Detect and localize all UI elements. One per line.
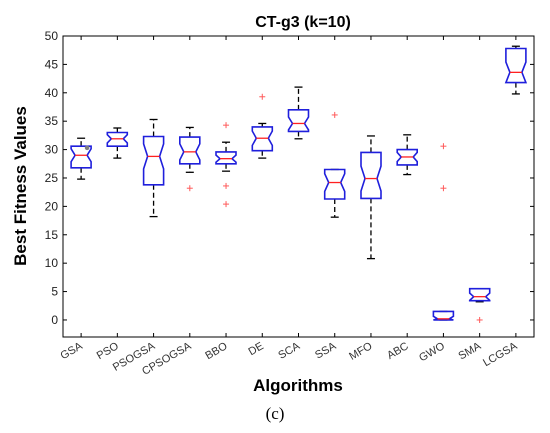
box-body <box>179 136 201 165</box>
box-abc <box>396 134 419 176</box>
x-tick-label: SCA <box>276 340 302 362</box>
box-body <box>215 151 237 165</box>
y-axis-label: Best Fitness Values <box>11 106 30 266</box>
x-tick-label: MFO <box>347 340 375 363</box>
box-body <box>70 145 92 169</box>
box-body <box>504 47 528 84</box>
box-gsa <box>70 137 92 180</box>
y-tick-label: 0 <box>51 313 58 327</box>
box-psogsa <box>142 118 165 218</box>
box-lcgsa <box>504 45 528 95</box>
y-tick-label: 40 <box>45 86 59 100</box>
y-tick-label: 45 <box>45 57 59 71</box>
boxes-group <box>70 45 528 323</box>
box-body <box>287 109 310 133</box>
y-tick-label: 20 <box>45 199 59 213</box>
box-sma <box>468 287 491 323</box>
x-tick-label: BBO <box>203 340 230 362</box>
box-body <box>106 131 129 147</box>
y-tick-label: 35 <box>45 114 59 128</box>
y-axis: 0 5 10 15 20 25 30 35 40 45 50 <box>45 29 534 327</box>
x-tick-label: GSA <box>58 340 85 362</box>
box-sca <box>287 86 310 140</box>
y-tick-label: 15 <box>45 228 59 242</box>
x-tick-label: GWO <box>417 340 447 364</box>
x-tick-label: DE <box>247 340 266 358</box>
box-body <box>251 126 274 152</box>
y-tick-label: 30 <box>45 143 59 157</box>
box-mfo <box>360 135 382 260</box>
figure-caption: (c) <box>265 404 285 423</box>
y-tick-label: 10 <box>45 256 59 270</box>
x-tick-label: SSA <box>313 340 339 362</box>
box-cpsogsa <box>179 126 201 192</box>
y-tick-label: 5 <box>51 285 58 299</box>
box-body <box>360 151 382 200</box>
plot-area-frame <box>62 35 535 338</box>
box-pso <box>106 127 129 159</box>
x-axis-label: Algorithms <box>253 376 343 395</box>
chart-title: CT-g3 (k=10) <box>255 14 351 31</box>
box-gwo <box>432 143 455 321</box>
box-body <box>396 148 419 166</box>
x-tick-label: ABC <box>385 340 411 362</box>
box-bbo <box>215 122 237 208</box>
box-de <box>251 93 274 159</box>
box-body <box>142 135 165 186</box>
x-tick-label: LCGSA <box>481 340 520 369</box>
outlier-point <box>84 145 90 151</box>
box-body <box>323 168 346 200</box>
y-tick-label: 50 <box>45 29 59 43</box>
box-body <box>468 287 491 302</box>
y-tick-label: 25 <box>45 171 59 185</box>
box-body <box>432 310 455 321</box>
x-tick-label: SMA <box>457 340 484 363</box>
box-ssa <box>323 111 346 218</box>
